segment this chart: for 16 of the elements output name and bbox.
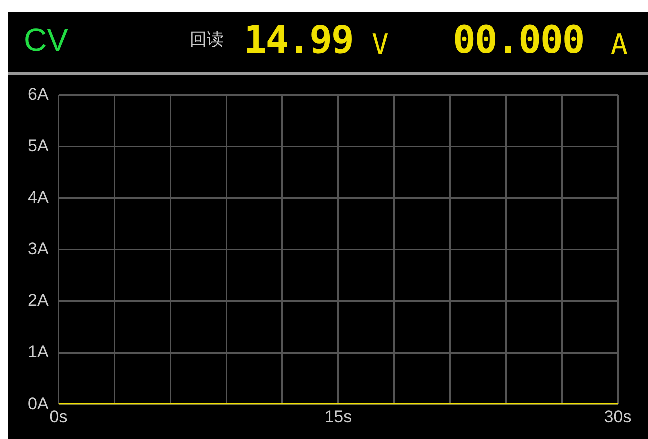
x-tick-label: 0s <box>50 407 68 426</box>
y-tick-label: 4A <box>28 188 50 208</box>
text: A <box>611 28 628 61</box>
y-tick-label: 2A <box>28 291 50 310</box>
y-tick-label: 1A <box>28 342 50 362</box>
text: 14.99 <box>244 18 354 62</box>
text: CV <box>24 22 68 59</box>
x-tick-label: 15s <box>324 407 352 426</box>
y-tick-label: 3A <box>28 240 50 259</box>
text: 00.000 <box>453 18 584 62</box>
y-tick-label: 6A <box>28 84 50 104</box>
y-tick-label: 0A <box>28 394 50 414</box>
text: 回读 <box>190 29 224 51</box>
y-tick-label: 5A <box>28 136 50 156</box>
text: V <box>372 28 389 61</box>
x-tick-label: 30s <box>604 407 632 426</box>
